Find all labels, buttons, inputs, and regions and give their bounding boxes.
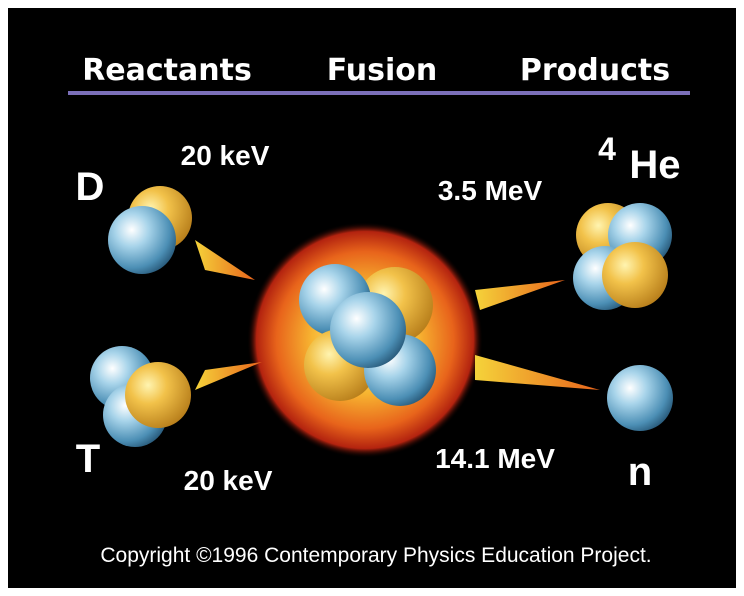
energy-label: 20 keV <box>181 140 270 171</box>
particle-label: T <box>76 437 100 481</box>
arrow <box>475 280 565 310</box>
arrow <box>475 355 600 390</box>
energy-label: 3.5 MeV <box>438 175 543 206</box>
deuterium <box>108 186 192 274</box>
particle-label: He <box>629 143 680 187</box>
header-reactants: Reactants <box>82 53 252 88</box>
particle-label: n <box>628 450 652 494</box>
arrow <box>195 240 255 280</box>
tritium <box>90 346 191 447</box>
mass-number: 4 <box>598 131 616 167</box>
header-products: Products <box>520 53 670 88</box>
helium <box>573 203 672 310</box>
neutron <box>607 365 673 431</box>
particle-label: D <box>76 165 105 209</box>
header-fusion: Fusion <box>327 53 437 88</box>
energy-label: 14.1 MeV <box>435 443 555 474</box>
arrow <box>195 362 262 390</box>
copyright: Copyright ©1996 Contemporary Physics Edu… <box>100 544 651 567</box>
energy-label: 20 keV <box>184 465 273 496</box>
fusion-nucleus <box>299 264 436 406</box>
